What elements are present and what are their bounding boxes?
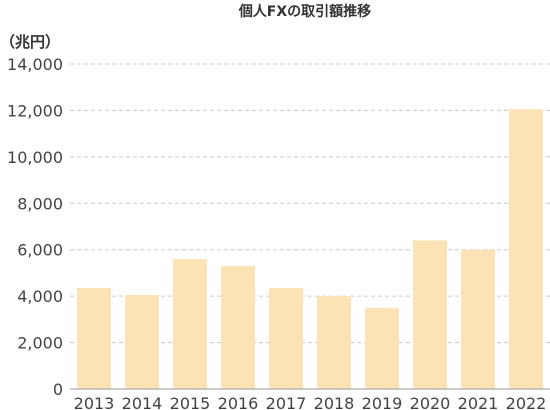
chart-title: 個人FXの取引額推移 bbox=[238, 3, 371, 20]
x-tick-label: 2022 bbox=[506, 394, 547, 410]
bar bbox=[125, 294, 159, 389]
y-tick-label: 0 bbox=[53, 380, 63, 399]
y-tick-label: 8,000 bbox=[17, 194, 63, 213]
bar bbox=[317, 296, 351, 389]
bar bbox=[461, 249, 495, 389]
x-tick-label: 2016 bbox=[218, 394, 259, 410]
x-tick-label: 2014 bbox=[122, 394, 163, 410]
bars bbox=[77, 109, 543, 390]
y-tick-label: 6,000 bbox=[17, 241, 63, 260]
bar bbox=[269, 288, 303, 389]
y-tick-label: 2,000 bbox=[17, 334, 63, 353]
y-tick-label: 14,000 bbox=[7, 55, 63, 74]
bar bbox=[413, 240, 447, 389]
x-tick-label: 2017 bbox=[266, 394, 307, 410]
y-axis-ticks: 0 2,000 4,000 6,000 8,000 10,000 12,000 14,000 bbox=[7, 55, 63, 399]
y-axis-unit-label: （兆円） bbox=[0, 33, 60, 51]
x-tick-label: 2013 bbox=[74, 394, 115, 410]
bar bbox=[221, 265, 255, 389]
x-tick-label: 2015 bbox=[170, 394, 211, 410]
x-tick-label: 2019 bbox=[362, 394, 403, 410]
bar bbox=[509, 109, 543, 390]
x-tick-label: 2021 bbox=[458, 394, 499, 410]
x-tick-label: 2020 bbox=[410, 394, 451, 410]
bar bbox=[173, 259, 207, 389]
y-tick-label: 10,000 bbox=[7, 148, 63, 167]
bar bbox=[77, 288, 111, 389]
x-tick-label: 2018 bbox=[314, 394, 355, 410]
bar bbox=[365, 307, 399, 389]
y-tick-label: 12,000 bbox=[7, 101, 63, 120]
y-tick-label: 4,000 bbox=[17, 287, 63, 306]
x-axis-ticks: 2013 2014 2015 2016 2017 2018 2019 2020 2021 2022 bbox=[74, 394, 547, 410]
